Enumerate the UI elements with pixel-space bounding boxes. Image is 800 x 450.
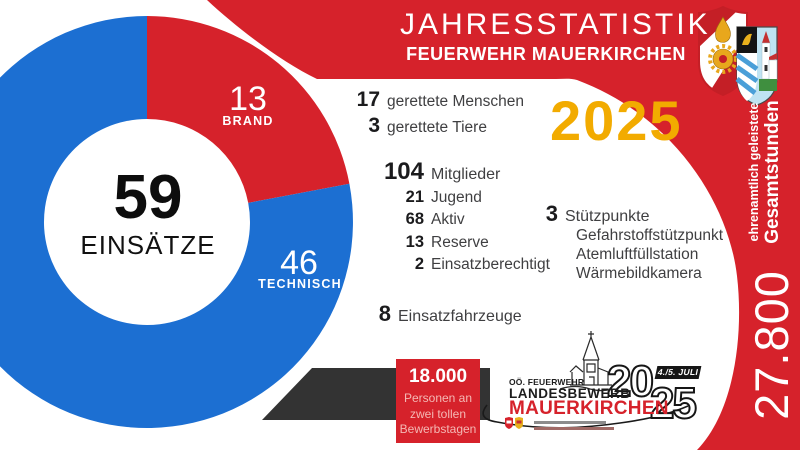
highlight-line: zwei tollen <box>409 406 467 421</box>
page-title: JAHRESSTATISTIK <box>400 8 711 41</box>
logo-date-badge: 4./5. JULI <box>654 366 702 379</box>
donut-center-value: 59 <box>113 163 183 232</box>
donut-value-technisch: 46 <box>280 244 318 282</box>
stat-value: 104 <box>383 158 424 185</box>
stat-stuetzpunkte: 3 Stützpunkte <box>518 201 650 227</box>
stat-einsatzfahrzeuge: 8 Einsatzfahrzeuge <box>331 301 522 327</box>
highlight-text: Personen an zwei tollen Bewerbstagen <box>396 391 480 438</box>
stat-label: Einsatzberechtigt <box>431 256 550 273</box>
support-item: Gefahrstoffstützpunkt <box>576 227 724 244</box>
donut-center-label: EINSÄTZE <box>80 230 216 260</box>
donut-label-technisch: TECHNISCH <box>258 277 342 291</box>
stat-label: gerettete Tiere <box>387 119 487 136</box>
logo-event: LANDESBEWERB <box>509 386 631 401</box>
sidebar-label-big: Gesamtstunden <box>762 100 783 244</box>
stat-value: 21 <box>405 188 424 206</box>
red-background-shape <box>207 0 800 450</box>
stat-members-reserve: 13 Reserve <box>364 233 489 252</box>
stat-label: Stützpunkte <box>565 208 650 225</box>
donut-value-brand: 13 <box>229 80 267 118</box>
support-item: Wärmebildkamera <box>576 265 702 282</box>
logo-fine-print-line <box>534 427 614 430</box>
stat-label: Mitglieder <box>431 166 501 183</box>
sidebar-labels: ehrenamtlich geleistete Gesamtstunden <box>747 97 785 247</box>
donut-label-brand: BRAND <box>222 114 274 128</box>
logo-fine-print-line <box>534 421 606 424</box>
stat-value: 8 <box>378 301 391 326</box>
highlight-box: 18.000 Personen an zwei tollen Bewerbsta… <box>396 359 480 443</box>
sidebar-value: 27.800 <box>745 270 798 420</box>
logo-org: OÖ. FEUERWEHR <box>509 377 585 387</box>
stat-label: Aktiv <box>431 211 465 228</box>
donut-segment-technisch <box>0 16 353 428</box>
stat-value: 13 <box>405 233 424 251</box>
sidebar-label-small: ehrenamtlich geleistete <box>747 102 761 242</box>
highlight-line: Personen an <box>403 391 473 405</box>
town-crest-icon <box>735 26 778 106</box>
page-subtitle: FEUERWEHR MAUERKIRCHEN <box>406 44 686 64</box>
fine-print-shield-icon <box>515 417 523 429</box>
donut-chart <box>0 16 353 428</box>
church-sketch-icon <box>559 331 621 392</box>
year-label: 2025 <box>550 89 683 152</box>
highlight-value: 18.000 <box>408 366 468 387</box>
stat-value: 3 <box>368 114 380 137</box>
logo-place: MAUERKIRCHEN <box>509 398 669 419</box>
stat-value: 3 <box>545 201 558 226</box>
stat-value: 68 <box>405 210 424 228</box>
stat-members-einsatzberechtigt: 2 Einsatzberechtigt <box>364 255 550 274</box>
fine-print-shield-icon <box>505 417 513 429</box>
stat-value: 17 <box>356 88 380 111</box>
stat-label: Einsatzfahrzeuge <box>398 308 522 325</box>
logo-year-bottom: 25 <box>650 379 696 428</box>
stat-members-aktiv: 68 Aktiv <box>364 210 465 229</box>
stat-rescued-people: 17 gerettete Menschen <box>320 88 524 112</box>
stat-label: Jugend <box>431 189 482 206</box>
stat-value: 2 <box>414 255 424 273</box>
stat-label: gerettete Menschen <box>387 93 525 110</box>
donut-segment-brand <box>147 16 350 203</box>
support-item: Atemluftfüllstation <box>576 246 699 263</box>
stat-members-jugend: 21 Jugend <box>364 188 482 207</box>
stat-rescued-animals: 3 gerettete Tiere <box>320 114 487 138</box>
highlight-line: Bewerbstagen <box>399 422 477 436</box>
logo-year-top: 20 <box>607 357 652 406</box>
stat-members-total: 104 Mitglieder <box>364 158 500 186</box>
stat-label: Reserve <box>431 234 489 251</box>
